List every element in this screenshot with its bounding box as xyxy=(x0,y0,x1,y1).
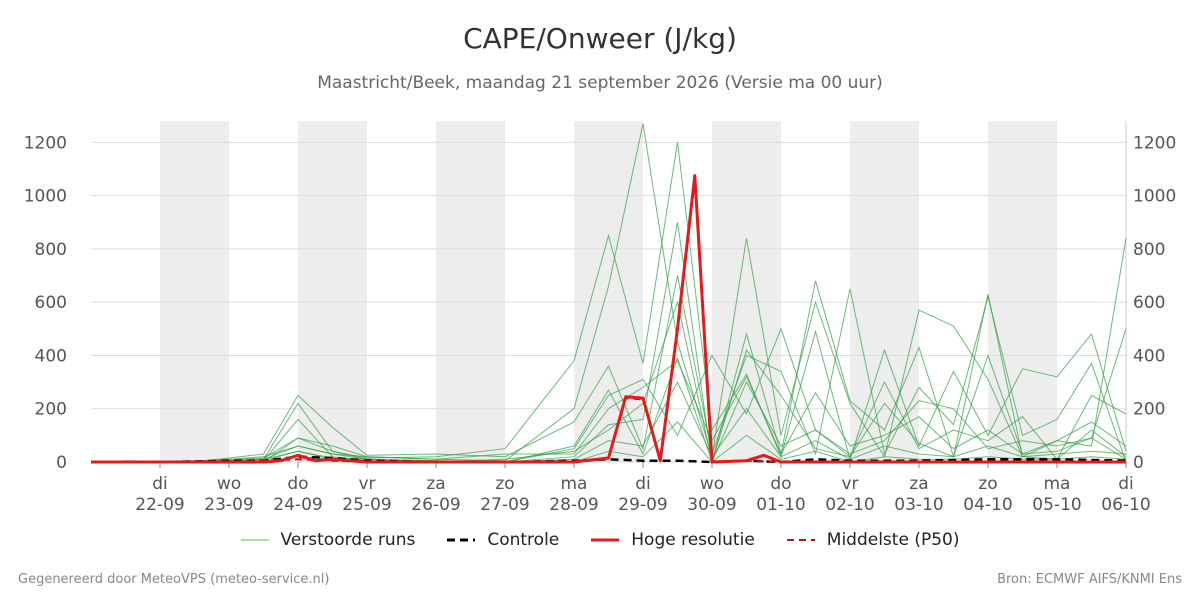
footer-generated-by: Gegenereerd door MeteoVPS (meteo-service… xyxy=(18,572,330,587)
x-tick-day: di xyxy=(635,474,651,494)
x-tick-date: 24-09 xyxy=(273,495,322,515)
legend-swatch-control xyxy=(447,538,476,542)
y-tick-label-left: 1000 xyxy=(24,187,67,207)
y-tick-label-left: 1200 xyxy=(24,133,67,153)
x-tick-date: 30-09 xyxy=(687,495,736,515)
y-tick-label-left: 0 xyxy=(56,453,67,473)
y-tick-label-right: 400 xyxy=(1133,346,1165,366)
y-tick-label-right: 800 xyxy=(1133,240,1165,260)
x-tick-day: wo xyxy=(700,474,724,494)
chart-title: CAPE/Onweer (J/kg) xyxy=(463,22,737,55)
x-tick-date: 06-10 xyxy=(1101,495,1150,515)
legend-item-hires: Hoge resolutie xyxy=(591,530,755,550)
y-tick-label-right: 0 xyxy=(1133,453,1144,473)
y-tick-label-left: 400 xyxy=(35,346,67,366)
x-tick-day: di xyxy=(152,474,168,494)
x-tick-date: 26-09 xyxy=(411,495,460,515)
legend-label-median: Middelste (P50) xyxy=(826,530,960,550)
legend-label-ensemble: Verstoorde runs xyxy=(280,530,416,550)
x-tick-date: 23-09 xyxy=(204,495,253,515)
shaded-band-2 xyxy=(436,121,505,462)
y-tick-label-right: 600 xyxy=(1133,293,1165,313)
shaded-band-5 xyxy=(850,121,919,462)
x-tick-date: 03-10 xyxy=(894,495,943,515)
x-tick-day: za xyxy=(909,474,928,494)
shaded-band-1 xyxy=(298,121,367,462)
chart-subtitle: Maastricht/Beek, maandag 21 september 20… xyxy=(317,73,883,93)
y-tick-label-right: 1200 xyxy=(1133,133,1176,153)
x-tick-day: do xyxy=(287,474,308,494)
x-tick-day: di xyxy=(1118,474,1134,494)
x-tick-day: zo xyxy=(978,474,997,494)
legend-swatch-median xyxy=(786,539,815,541)
legend-label-control: Controle xyxy=(487,530,560,550)
chart-legend: Verstoorde runs Controle Hoge resolutie … xyxy=(0,530,1200,550)
y-tick-label-right: 1000 xyxy=(1133,187,1176,207)
y-tick-label-left: 800 xyxy=(35,240,67,260)
legend-item-ensemble: Verstoorde runs xyxy=(240,530,416,550)
x-tick-day: vr xyxy=(358,474,375,494)
y-tick-label-right: 200 xyxy=(1133,400,1165,420)
x-tick-day: ma xyxy=(561,474,588,494)
x-tick-day: wo xyxy=(217,474,241,494)
y-tick-label-left: 200 xyxy=(35,400,67,420)
legend-swatch-hires xyxy=(591,538,620,542)
x-tick-date: 01-10 xyxy=(756,495,805,515)
x-tick-date: 22-09 xyxy=(135,495,184,515)
legend-swatch-ensemble xyxy=(240,539,269,541)
shaded-band-0 xyxy=(160,121,229,462)
x-tick-date: 25-09 xyxy=(342,495,391,515)
x-tick-day: vr xyxy=(841,474,858,494)
legend-label-hires: Hoge resolutie xyxy=(631,530,755,550)
shaded-band-6 xyxy=(988,121,1057,462)
x-tick-day: do xyxy=(770,474,791,494)
series-line-ensemble-4 xyxy=(125,327,1127,463)
x-tick-date: 29-09 xyxy=(618,495,667,515)
x-tick-date: 04-10 xyxy=(963,495,1012,515)
x-tick-day: zo xyxy=(495,474,514,494)
footer-source: Bron: ECMWF AIFS/KNMI Ens xyxy=(997,572,1182,587)
x-tick-date: 28-09 xyxy=(549,495,598,515)
x-tick-date: 05-10 xyxy=(1032,495,1081,515)
shaded-band-4 xyxy=(712,121,781,462)
x-tick-date: 02-10 xyxy=(825,495,874,515)
y-tick-label-left: 600 xyxy=(35,293,67,313)
x-tick-day: za xyxy=(426,474,445,494)
legend-item-control: Controle xyxy=(447,530,559,550)
legend-item-median: Middelste (P50) xyxy=(786,530,960,550)
x-tick-day: ma xyxy=(1044,474,1071,494)
x-tick-date: 27-09 xyxy=(480,495,529,515)
series-line-hires-0 xyxy=(91,174,1126,464)
